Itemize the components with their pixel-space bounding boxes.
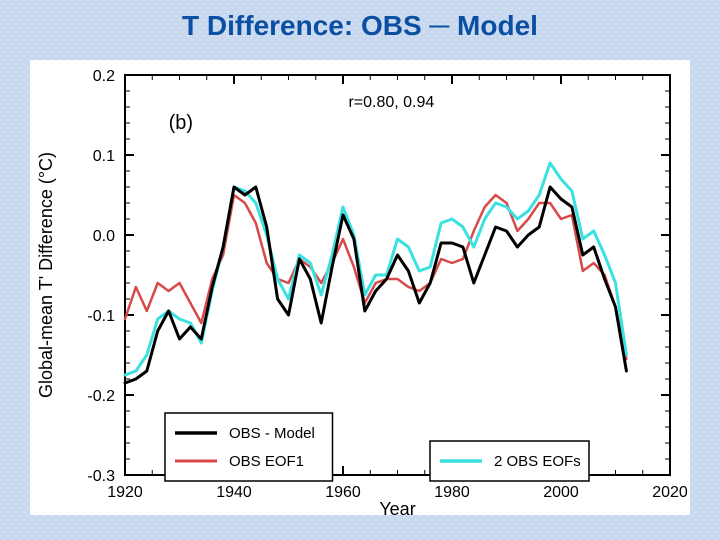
correlation-annotation: r=0.80, 0.94 <box>348 94 434 111</box>
chart-container: 1920 1940 1960 1980 2000 2020 -0.3 -0.2 -0.1 0.0 0… <box>30 60 690 515</box>
y-tick-label: 0.2 <box>93 68 115 85</box>
x-tick-label: 1980 <box>434 484 470 501</box>
x-tick-label: 2020 <box>652 484 688 501</box>
line-chart: 1920 1940 1960 1980 2000 2020 -0.3 -0.2 -0.1 0.0 0… <box>30 60 690 515</box>
slide-title: T Difference: OBS ─ Model <box>0 10 720 42</box>
series-two_obs_eofs <box>125 163 626 375</box>
y-tick-label: 0.1 <box>93 148 115 165</box>
x-tick-label: 2000 <box>543 484 579 501</box>
x-tick-label: 1960 <box>325 484 361 501</box>
y-tick-label: -0.2 <box>87 388 115 405</box>
slide-root: T Difference: OBS ─ Model 19201940196019… <box>0 0 720 540</box>
y-tick-label: 0.0 <box>93 228 115 245</box>
y-tick-label: -0.1 <box>87 308 115 325</box>
y-tick-label: -0.3 <box>87 468 115 485</box>
x-tick-label: 1940 <box>216 484 252 501</box>
legend-box <box>165 413 333 481</box>
x-axis-label: Year <box>379 499 415 515</box>
legend-label-two_obs_eofs: 2 OBS EOFs <box>494 453 581 470</box>
y-axis-label: Global-mean T' Difference (°C) <box>36 152 56 398</box>
panel-label: (b) <box>169 112 193 134</box>
x-tick-label: 1920 <box>107 484 143 501</box>
legend-label-obs_minus_model: OBS - Model <box>229 425 315 442</box>
legend-label-obs_eof1: OBS EOF1 <box>229 453 304 470</box>
